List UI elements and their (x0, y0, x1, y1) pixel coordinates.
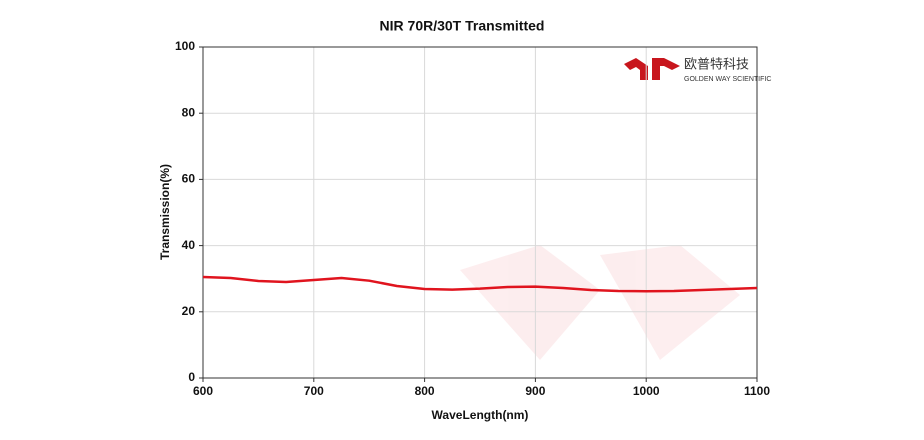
chart-title: NIR 70R/30T Transmitted (380, 18, 545, 34)
logo-name: 欧普特科技 (684, 56, 749, 71)
x-tick-label: 1000 (633, 384, 660, 398)
x-tick-label: 800 (415, 384, 435, 398)
x-axis-label: WaveLength(nm) (432, 408, 529, 422)
logo-tagline: GOLDEN WAY SCIENTIFIC (684, 76, 771, 83)
y-axis-label: Transmission(%) (158, 164, 172, 260)
y-tick-label: 60 (182, 172, 196, 186)
y-tick-label: 20 (182, 304, 196, 318)
plot-frame (202, 46, 758, 379)
y-tick-label: 40 (182, 238, 196, 252)
x-tick-label: 700 (304, 384, 324, 398)
logo-mark (624, 58, 648, 80)
logo-mark (652, 58, 680, 80)
watermark (460, 245, 740, 360)
y-tick-label: 100 (175, 39, 195, 53)
x-tick-label: 1100 (744, 384, 770, 398)
x-tick-label: 600 (193, 384, 213, 398)
y-tick-label: 80 (182, 105, 196, 119)
x-tick-label: 900 (525, 384, 545, 398)
logo: 欧普特科技 GOLDEN WAY SCIENTIFIC (624, 56, 771, 83)
data-line (202, 275, 758, 293)
y-tick-label: 0 (188, 370, 195, 384)
